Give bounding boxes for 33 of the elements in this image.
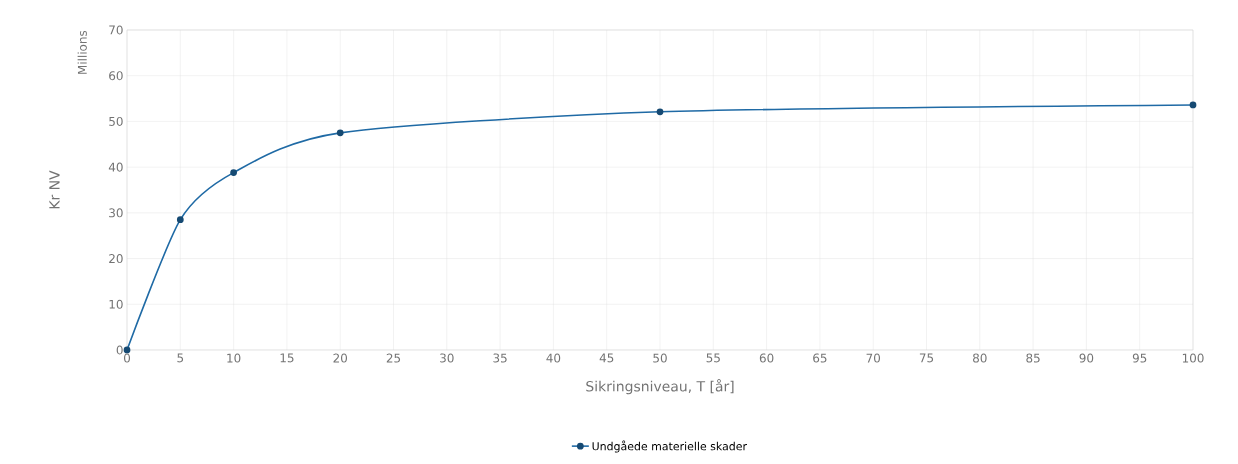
y-tick-label: 10 <box>109 299 123 309</box>
x-tick-label: 25 <box>386 353 401 363</box>
x-tick-label: 40 <box>546 353 561 363</box>
y-tick-label: 0 <box>116 345 123 355</box>
x-tick-label: 35 <box>493 353 507 363</box>
x-tick-label: 0 <box>123 353 131 363</box>
x-tick-label: 20 <box>333 353 348 363</box>
x-tick-label: 90 <box>1079 353 1094 363</box>
x-tick-label: 65 <box>813 353 827 363</box>
x-tick-label: 50 <box>653 353 667 363</box>
y-tick-label: 60 <box>109 71 123 81</box>
y-tick-label: 50 <box>109 116 123 126</box>
x-tick-label: 45 <box>599 353 614 363</box>
x-tick-label: 5 <box>177 353 184 363</box>
y-tick-label: 20 <box>109 254 123 264</box>
y-tick-label: 70 <box>109 25 123 35</box>
x-tick-label: 80 <box>973 353 987 363</box>
x-axis-title: Sikringsniveau, T [år] <box>586 379 734 395</box>
x-tick-label: 60 <box>759 353 774 363</box>
y-axis-title: Kr NV <box>49 170 60 209</box>
y-tick-label: 40 <box>108 162 123 172</box>
x-tick-label: 15 <box>280 353 294 363</box>
x-tick-label: 85 <box>1026 353 1040 363</box>
x-tick-label: 10 <box>227 353 241 363</box>
text: Millions <box>77 30 87 74</box>
legend-label: Undgåede materielle skader <box>592 440 747 453</box>
x-tick-label: 70 <box>866 353 881 363</box>
x-tick-label: 100 <box>1182 353 1204 363</box>
x-tick-label: 95 <box>1132 353 1147 363</box>
x-tick-label: 30 <box>440 353 454 363</box>
y-tick-label: 30 <box>109 208 123 218</box>
x-tick-label: 55 <box>706 353 720 363</box>
x-tick-label: 75 <box>919 353 934 363</box>
